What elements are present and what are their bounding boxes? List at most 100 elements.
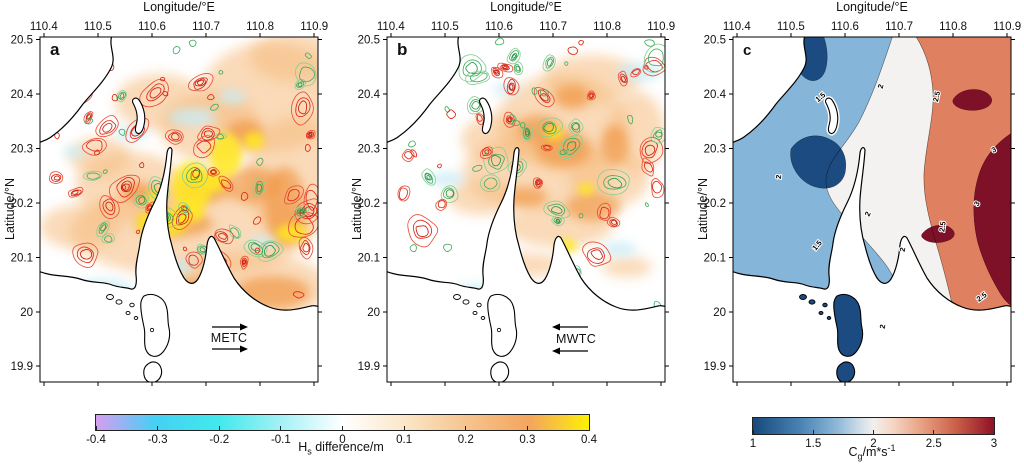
colorbar-tick-label: 2.5 xyxy=(925,438,942,450)
red-contour-ring xyxy=(86,139,103,152)
x-tick-label: 110.6 xyxy=(138,21,166,33)
red-contour-ring xyxy=(401,149,415,163)
panel-frame xyxy=(386,36,666,383)
red-contour-ring xyxy=(188,254,199,266)
green-contour-ring xyxy=(298,209,304,214)
red-contour-ring xyxy=(67,186,84,198)
red-contour-ring xyxy=(214,228,234,245)
small-contour-ring xyxy=(644,65,649,70)
colorbar-tick xyxy=(812,430,814,434)
green-contour-ring xyxy=(138,196,146,205)
green-contour-ring xyxy=(96,220,110,238)
islet xyxy=(799,294,807,300)
green-contour-ring xyxy=(512,54,516,59)
small-contour-ring xyxy=(531,87,538,95)
small-contour-ring xyxy=(172,45,181,55)
green-contour-ring xyxy=(597,169,630,196)
red-contour-ring xyxy=(83,111,94,124)
red-contour-ring xyxy=(609,219,618,227)
red-contour-ring xyxy=(644,144,656,156)
red-contour-ring xyxy=(535,178,543,188)
sea-shading-blob xyxy=(578,183,594,195)
green-contour-ring xyxy=(248,241,264,256)
red-contour-ring xyxy=(588,92,595,100)
red-contour-ring xyxy=(540,144,553,152)
red-contour-ring xyxy=(415,225,429,238)
islet xyxy=(808,299,816,305)
colorbar-tick xyxy=(280,426,282,430)
red-contour-ring xyxy=(149,87,162,99)
y-tick-label: 20.2 xyxy=(358,198,380,210)
sea-shading-blob xyxy=(218,90,246,104)
small-contour-ring xyxy=(436,163,442,169)
red-contour-ring xyxy=(606,216,621,228)
cg-contour-label: 2.5 xyxy=(931,90,942,102)
islet xyxy=(125,310,131,316)
x-tick-label: 110.9 xyxy=(647,21,675,33)
red-contour-ring xyxy=(475,113,485,126)
red-contour-ring xyxy=(533,177,544,189)
colorbar-tick-label: -0.3 xyxy=(147,434,168,446)
colorbar-tick xyxy=(157,426,159,430)
green-contour-ring xyxy=(511,52,517,61)
red-contour-ring xyxy=(476,114,483,122)
red-contour-ring xyxy=(283,185,304,205)
y-tick-label: 19.9 xyxy=(704,361,726,373)
red-contour-ring xyxy=(582,241,612,267)
red-contour-ring xyxy=(215,231,229,243)
y-tick-label: 20.4 xyxy=(11,89,34,101)
red-contour-ring xyxy=(76,246,94,264)
green-contour-ring xyxy=(255,180,264,195)
red-contour-ring xyxy=(218,233,227,240)
green-contour-ring xyxy=(118,91,127,101)
red-contour-ring xyxy=(397,185,411,202)
x-tick-label: 110.8 xyxy=(939,21,967,33)
green-contour-ring xyxy=(471,101,481,110)
sea-shading-blob xyxy=(168,108,216,126)
red-contour-ring xyxy=(492,68,500,77)
sea-shading-blob xyxy=(601,242,637,256)
colorbar-tick-label: -0.4 xyxy=(86,434,106,446)
green-contour-ring xyxy=(296,207,307,217)
red-contour-ring xyxy=(596,202,612,221)
small-contour-ring xyxy=(254,247,261,254)
red-contour-ring xyxy=(242,260,246,265)
red-contour-ring xyxy=(241,257,248,268)
small-contour-ring xyxy=(494,37,505,46)
green-contour-ring xyxy=(462,59,482,77)
south-coastline xyxy=(733,147,1011,382)
green-contour-ring xyxy=(524,128,530,137)
red-contour-ring xyxy=(536,181,540,185)
cg-contour-label: 2.5 xyxy=(937,221,947,233)
sea-shading-blob xyxy=(203,172,227,192)
small-contour-ring xyxy=(218,69,224,75)
south-coastline xyxy=(387,147,665,382)
colorbar-tick-label: 1 xyxy=(749,438,757,450)
red-contour-ring xyxy=(302,242,310,253)
red-contour-ring xyxy=(108,174,140,203)
green-contour-ring xyxy=(515,65,521,72)
red-contour-ring xyxy=(630,68,642,78)
y-tick-label: 20.1 xyxy=(358,252,380,264)
sea-shading-blob xyxy=(565,193,621,221)
dike-hook-island xyxy=(479,97,493,135)
northwest-coastline xyxy=(733,37,807,143)
small-contour-ring xyxy=(511,120,521,126)
cg-contour-label: 3 xyxy=(990,145,998,155)
x-tick-label: 110.4 xyxy=(377,21,406,33)
sea-shading-blob xyxy=(70,137,130,177)
x-tick-label: 110.9 xyxy=(993,21,1021,33)
green-contour-ring xyxy=(243,239,268,258)
red-contour-ring xyxy=(652,180,663,194)
green-contour-ring xyxy=(650,126,665,144)
small-contour-ring xyxy=(410,149,418,158)
red-contour-ring xyxy=(590,249,603,260)
dike-hook-island xyxy=(825,97,839,135)
green-contour-ring xyxy=(86,172,101,180)
donghai-island xyxy=(487,293,518,357)
small-contour-ring xyxy=(84,117,94,125)
green-contour-ring xyxy=(292,204,310,219)
small-contour-ring xyxy=(644,202,649,208)
colorbar-tick-label: 0.3 xyxy=(519,434,536,446)
red-contour-ring xyxy=(599,206,610,220)
